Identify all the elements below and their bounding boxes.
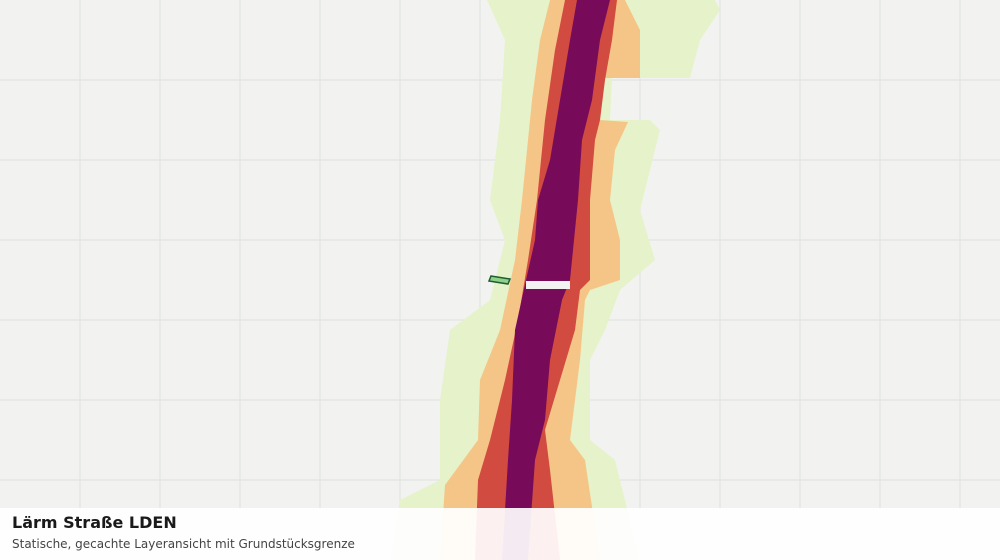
caption-subtitle: Statische, gecachte Layeransicht mit Gru…	[12, 537, 355, 551]
caption-title: Lärm Straße LDEN	[12, 513, 177, 532]
parcel-boundary	[487, 275, 512, 285]
caption-panel	[0, 508, 1000, 560]
noise-zone-very-high	[502, 0, 610, 560]
map-gap	[526, 281, 570, 289]
